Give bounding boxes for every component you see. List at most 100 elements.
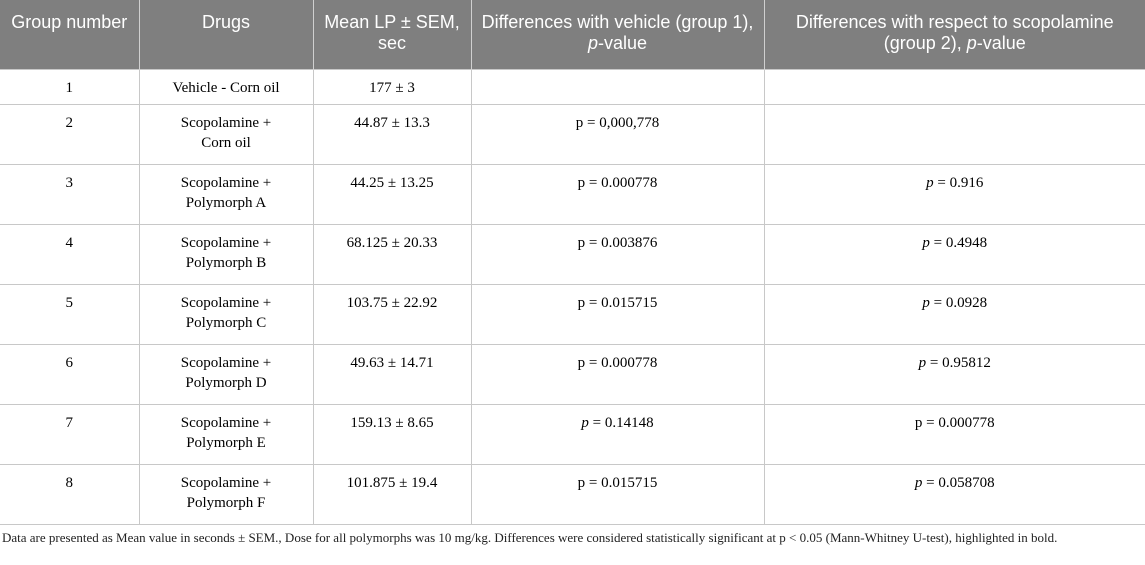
table-row: 6 Scopolamine + Polymorph D 49.63 ± 14.71 p … <box>0 344 1145 405</box>
drug-line-2: Polymorph C <box>185 315 267 331</box>
results-table: Group number Drugs Mean LP ± SEM, sec Di… <box>0 0 1145 525</box>
header-drugs: Drugs <box>138 0 314 70</box>
cell-diff-scopolamine: p = 0.000778 <box>763 404 1145 465</box>
cell-mean-lp: 44.25 ± 13.25 <box>312 164 472 225</box>
p-value: = 0.95812 <box>926 355 991 371</box>
cell-diff-vehicle: p = 0.015715 <box>470 464 765 525</box>
p-symbol: p <box>577 355 586 371</box>
header-diff-vehicle: Differences with vehicle (group 1), p-va… <box>470 0 765 70</box>
cell-diff-scopolamine: p = 0.0928 <box>763 284 1145 345</box>
p-symbol: p <box>918 355 927 371</box>
drug-line-2: Polymorph A <box>185 195 267 211</box>
drug-line-1: Scopolamine + <box>180 295 272 311</box>
cell-drugs: Scopolamine + Polymorph D <box>138 344 314 405</box>
drug-line-1: Scopolamine + <box>180 235 272 251</box>
cell-mean-lp: 101.875 ± 19.4 <box>312 464 472 525</box>
cell-drugs: Scopolamine + Polymorph E <box>138 404 314 465</box>
p-symbol: p <box>577 175 586 191</box>
table-row: 1 Vehicle - Corn oil 177 ± 3 <box>0 69 1145 105</box>
p-value: = 0.058708 <box>922 475 995 491</box>
header-diff-scop-suffix: -value <box>976 33 1026 53</box>
cell-mean-lp: 44.87 ± 13.3 <box>312 104 472 165</box>
table-footnote: Data are presented as Mean value in seco… <box>2 530 1058 545</box>
drug-line-2: Polymorph D <box>185 375 267 391</box>
cell-group-number: 7 <box>0 404 140 465</box>
cell-diff-scopolamine <box>763 104 1145 165</box>
cell-diff-scopolamine: p = 0.4948 <box>763 224 1145 285</box>
header-diff-scop-p: p <box>966 33 977 53</box>
cell-group-number: 3 <box>0 164 140 225</box>
header-diff-vehicle-text: Differences with vehicle (group 1), <box>481 12 754 32</box>
drug-line-1: Scopolamine + <box>180 415 272 431</box>
cell-mean-lp: 49.63 ± 14.71 <box>312 344 472 405</box>
table-row: 2 Scopolamine + Corn oil 44.87 ± 13.3 p = 0,… <box>0 104 1145 165</box>
cell-mean-lp: 159.13 ± 8.65 <box>312 404 472 465</box>
header-mean-lp: Mean LP ± SEM, sec <box>312 0 472 70</box>
cell-mean-lp: 103.75 ± 22.92 <box>312 284 472 345</box>
table-header: Group number Drugs Mean LP ± SEM, sec Di… <box>0 0 1145 70</box>
cell-diff-vehicle: p = 0.000778 <box>470 344 765 405</box>
table-row: 5 Scopolamine + Polymorph C 103.75 ± 22.92 p… <box>0 284 1145 345</box>
drug-line-1: Scopolamine + <box>180 175 272 191</box>
table-row: 7 Scopolamine + Polymorph E 159.13 ± 8.65 p … <box>0 404 1145 465</box>
drug-line-2: Polymorph B <box>185 255 267 271</box>
table-row: 3 Scopolamine + Polymorph A 44.25 ± 13.25 p … <box>0 164 1145 225</box>
p-symbol: p <box>577 235 586 251</box>
drug-line-1: Scopolamine + <box>180 355 272 371</box>
cell-drugs: Scopolamine + Polymorph F <box>138 464 314 525</box>
p-value: = 0.015715 <box>585 475 658 491</box>
cell-diff-vehicle: p = 0.003876 <box>470 224 765 285</box>
cell-group-number: 1 <box>0 69 140 105</box>
p-symbol: p <box>577 475 586 491</box>
drug-line-2: Polymorph E <box>186 435 266 451</box>
p-symbol: p <box>581 415 589 431</box>
cell-mean-lp: 68.125 ± 20.33 <box>312 224 472 285</box>
p-value: = 0.14148 <box>588 415 654 431</box>
p-value: = 0.000778 <box>585 355 658 371</box>
table-row: 8 Scopolamine + Polymorph F 101.875 ± 19.4 p… <box>0 464 1145 525</box>
cell-diff-vehicle: p = 0,000,778 <box>470 104 765 165</box>
cell-diff-scopolamine <box>763 69 1145 105</box>
table-body: 1 Vehicle - Corn oil 177 ± 3 2 Scopolamine +… <box>0 69 1145 525</box>
cell-group-number: 2 <box>0 104 140 165</box>
cell-drugs: Vehicle - Corn oil <box>138 69 314 105</box>
p-value: = 0.000778 <box>585 175 658 191</box>
header-row: Group number Drugs Mean LP ± SEM, sec Di… <box>0 0 1145 70</box>
cell-diff-vehicle: p = 0.14148 <box>470 404 765 465</box>
p-symbol: p <box>926 175 934 191</box>
cell-diff-vehicle: p = 0.000778 <box>470 164 765 225</box>
p-symbol: p <box>914 415 923 431</box>
cell-drugs: Scopolamine + Polymorph B <box>138 224 314 285</box>
cell-group-number: 8 <box>0 464 140 525</box>
cell-group-number: 4 <box>0 224 140 285</box>
cell-drugs: Scopolamine + Polymorph A <box>138 164 314 225</box>
cell-drugs: Scopolamine + Corn oil <box>138 104 314 165</box>
cell-diff-scopolamine: p = 0.916 <box>763 164 1145 225</box>
p-symbol: p <box>575 115 584 131</box>
p-value: = 0.003876 <box>585 235 658 251</box>
drug-line-1: Scopolamine + <box>180 475 272 491</box>
header-diff-vehicle-p: p <box>587 33 598 53</box>
drug-line-2: Corn oil <box>201 135 251 151</box>
p-value: = 0.015715 <box>585 295 658 311</box>
drug-line-1: Scopolamine + <box>180 115 272 131</box>
cell-diff-scopolamine: p = 0.058708 <box>763 464 1145 525</box>
cell-drugs: Scopolamine + Polymorph C <box>138 284 314 345</box>
p-symbol: p <box>577 295 586 311</box>
p-value: = 0.000778 <box>922 415 995 431</box>
p-value: = 0.0928 <box>929 295 988 311</box>
cell-group-number: 5 <box>0 284 140 345</box>
drug-line-1: Vehicle - Corn oil <box>172 80 280 96</box>
cell-diff-scopolamine: p = 0.95812 <box>763 344 1145 405</box>
cell-group-number: 6 <box>0 344 140 405</box>
p-value: = 0.4948 <box>929 235 988 251</box>
header-group-number: Group number <box>0 0 140 70</box>
p-symbol: p <box>922 295 930 311</box>
p-symbol: p <box>914 475 923 491</box>
cell-diff-vehicle <box>470 69 765 105</box>
results-table-container: Group number Drugs Mean LP ± SEM, sec Di… <box>0 0 1145 525</box>
cell-diff-vehicle: p = 0.015715 <box>470 284 765 345</box>
p-value: = 0.916 <box>933 175 984 191</box>
p-value: = 0,000,778 <box>583 115 660 131</box>
cell-mean-lp: 177 ± 3 <box>312 69 472 105</box>
